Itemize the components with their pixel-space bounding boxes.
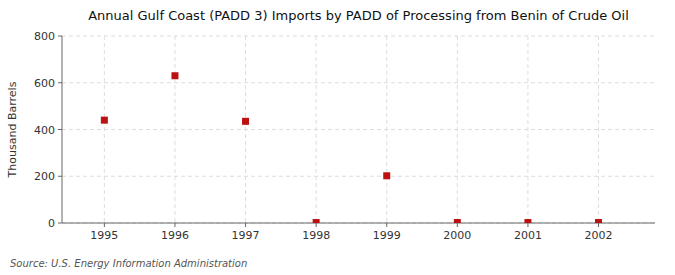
x-tick-label: 1996: [161, 229, 189, 242]
y-tick-label: 200: [34, 170, 55, 183]
x-grid-line: [104, 36, 105, 223]
axes: 1995 1996 1997 1998 1999 2000 2001 2002 0 200 400 6…: [34, 30, 655, 242]
title: Annual Gulf Coast (PADD 3) Imports by PA…: [88, 8, 629, 23]
x-grid-line: [457, 36, 458, 223]
x-grid-line: [245, 36, 246, 223]
x-tick-label: 1997: [232, 229, 260, 242]
y-tick: [58, 82, 62, 83]
y-tick-label: 400: [34, 124, 55, 137]
x-tick: [104, 223, 105, 227]
x-grid-line: [527, 36, 528, 223]
x-tick: [457, 223, 458, 227]
point: [313, 219, 320, 223]
x-tick-label: 1995: [90, 229, 118, 242]
x-tick: [245, 223, 246, 227]
x-tick: [386, 223, 387, 227]
point: [454, 219, 461, 223]
x-tick: [174, 223, 175, 227]
y-grid-line: [62, 129, 655, 130]
point: [242, 118, 249, 125]
y-tick: [58, 36, 62, 37]
y-tick: [58, 129, 62, 130]
x-grid-line: [598, 36, 599, 223]
point: [524, 219, 531, 223]
grid: [62, 36, 655, 223]
x-grid-line: [316, 36, 317, 223]
point: [171, 72, 178, 79]
y-tick-label: 600: [34, 77, 55, 90]
x-tick-label: 2001: [514, 229, 542, 242]
y-tick-label: 0: [48, 217, 55, 230]
points: [101, 72, 602, 223]
x-tick: [598, 223, 599, 227]
x-tick-label: 1998: [302, 229, 330, 242]
source-note: Source: U.S. Energy Information Administ…: [10, 258, 247, 269]
x-tick-label: 2002: [585, 229, 613, 242]
chart-container: 1995 1996 1997 1998 1999 2000 2001 2002 0 200 400 6…: [0, 0, 675, 275]
x-tick: [527, 223, 528, 227]
y-tick-label: 800: [34, 30, 55, 43]
x-tick-label: 1999: [373, 229, 401, 242]
y-grid-line: [62, 36, 655, 37]
y-grid-line: [62, 176, 655, 177]
y-tick: [58, 176, 62, 177]
x-grid-line: [174, 36, 175, 223]
x-axis-line: [62, 223, 655, 224]
y-grid-line: [62, 223, 655, 224]
y-grid-line: [62, 82, 655, 83]
y-tick: [58, 223, 62, 224]
x-tick: [316, 223, 317, 227]
chart-svg: 1995 1996 1997 1998 1999 2000 2001 2002 0 200 400 6…: [0, 0, 675, 275]
point: [383, 172, 390, 179]
point: [595, 219, 602, 223]
x-tick-label: 2000: [443, 229, 471, 242]
x-grid-line: [386, 36, 387, 223]
point: [101, 117, 108, 124]
y-axis-label: Thousand Barrels: [6, 81, 19, 178]
